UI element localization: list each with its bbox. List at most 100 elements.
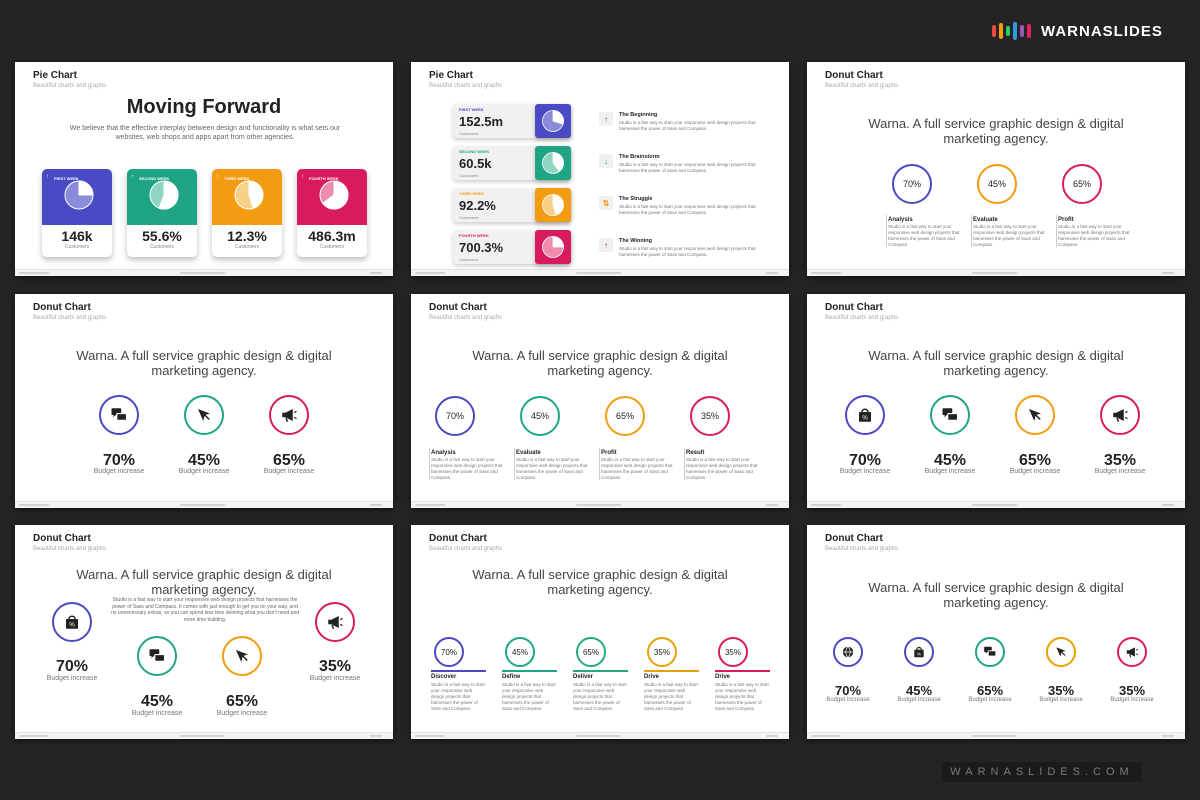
donut-ring: [315, 602, 355, 642]
card-header: ↑ THIRD WEEK: [212, 169, 282, 225]
slide-heading-line-2: marketing agency.: [547, 363, 653, 378]
budget-label: Budget increase: [1009, 468, 1061, 475]
item-description: Studio is a fast way to start your respo…: [601, 457, 673, 480]
card-header: ↑ SECOND WEEK: [127, 169, 197, 225]
divider: [971, 215, 972, 247]
slide-subtitle: Beautiful charts and graphs: [33, 315, 107, 321]
slide-2: Pie Chart Beautiful charts and graphs FIRS…: [411, 62, 789, 276]
donut-ring: %: [904, 637, 934, 667]
card-week: FIRST WEEK: [54, 176, 79, 181]
budget-label: Budget increase: [131, 710, 183, 717]
step-description: Studio is a fast way to start your respo…: [619, 162, 756, 173]
step-description: Studio is a fast way to start your respo…: [619, 204, 756, 215]
item-title: Discover: [431, 674, 457, 680]
pie-chart-icon: [535, 104, 571, 138]
percent-value: 45%: [140, 693, 174, 710]
slide-subtitle: Beautiful charts and graphs: [33, 546, 107, 552]
percent-value: 45%: [905, 683, 933, 698]
pie-chart-icon: [535, 188, 571, 222]
donut-value: 35%: [653, 647, 670, 657]
slide-subtitle: Beautiful charts and graphs: [429, 83, 503, 89]
slide-footer: [15, 269, 393, 276]
step-title: The Beginning: [619, 112, 658, 118]
row-week: FOURTH WEEK: [459, 233, 489, 238]
stat-card: ↑ SECOND WEEK 55.6% Customers: [127, 169, 197, 257]
item-title: Deliver: [573, 674, 594, 680]
pie-chart-icon: [233, 179, 265, 211]
donut-ring: %: [52, 602, 92, 642]
donut-ring: 45%: [520, 396, 560, 436]
megaphone-icon: [280, 406, 298, 424]
row-value: 700.3%: [459, 240, 504, 255]
card-label: Customers: [319, 244, 345, 250]
slide-footer: [411, 501, 789, 508]
item-title: Evaluate: [973, 217, 998, 223]
donut-ring: 70%: [892, 164, 932, 204]
donut-ring: 35%: [690, 396, 730, 436]
donut-value: 70%: [445, 411, 464, 421]
percent-value: 35%: [1103, 452, 1137, 469]
donut-value: 65%: [1072, 179, 1091, 189]
budget-label: Budget increase: [46, 675, 98, 682]
item-description: Studio is a fast way to start your respo…: [715, 682, 769, 711]
item-title: Profit: [601, 450, 617, 456]
donut-ring: 70%: [434, 637, 464, 667]
budget-label: Budget increase: [1039, 697, 1083, 703]
row-value: 92.2%: [459, 198, 496, 213]
row-week: FIRST WEEK: [459, 107, 484, 112]
arrow-up-icon: ↑: [46, 174, 49, 180]
donut-ring: [1015, 395, 1055, 435]
progress-bar: [644, 670, 699, 672]
budget-label: Budget increase: [968, 697, 1012, 703]
item-description: Studio is a fast way to start your respo…: [502, 682, 556, 711]
slide-heading-line-2: marketing agency.: [943, 363, 1049, 378]
percent-value: 65%: [976, 683, 1004, 698]
budget-label: Budget increase: [1094, 468, 1146, 475]
slide-subtitle: Beautiful charts and graphs: [429, 546, 503, 552]
svg-text:%: %: [917, 652, 921, 657]
slide-title: Donut Chart: [33, 533, 91, 544]
step-description: Studio is a fast way to start your respo…: [619, 120, 756, 131]
row-label: Customers: [459, 257, 479, 262]
card-label: Customers: [149, 244, 175, 250]
slide-4: Donut Chart Beautiful charts and graphs Wa…: [15, 294, 393, 508]
percent-value: 70%: [834, 683, 862, 698]
shopping-bag-icon: %: [63, 613, 81, 631]
brand-name: WARNASLIDES: [1041, 22, 1163, 40]
donut-ring: 35%: [718, 637, 748, 667]
budget-label: Budget increase: [1110, 697, 1154, 703]
chat-icon: [148, 647, 166, 665]
pie-chart-icon: [535, 230, 571, 264]
pie-chart-icon: [318, 179, 350, 211]
slide-7: Donut Chart Beautiful charts and graphs Wa…: [15, 525, 393, 739]
percent-value: 35%: [318, 658, 352, 675]
slide-title: Donut Chart: [429, 302, 487, 313]
slide-title: Pie Chart: [429, 70, 473, 81]
divider: [684, 448, 685, 480]
row-value: 152.5m: [459, 114, 504, 129]
slide-footer: [807, 501, 1185, 508]
stat-card: ↑ THIRD WEEK 12.3% Customers: [212, 169, 282, 257]
megaphone-icon: [1125, 645, 1139, 659]
donut-ring: [184, 395, 224, 435]
slide-subtitle: Beautiful charts and graphs: [429, 315, 503, 321]
slide-title: Donut Chart: [33, 302, 91, 313]
globe-icon: [841, 645, 855, 659]
slide-title: Pie Chart: [33, 70, 77, 81]
percent-value: 65%: [272, 452, 306, 469]
item-description: Studio is a fast way to start your respo…: [431, 682, 485, 711]
donut-ring: 65%: [605, 396, 645, 436]
donut-ring: 70%: [435, 396, 475, 436]
slide-title: Donut Chart: [429, 533, 487, 544]
percent-value: 45%: [187, 452, 221, 469]
donut-ring: %: [845, 395, 885, 435]
slide-footer: [807, 732, 1185, 739]
cursor-icon: [233, 647, 251, 665]
card-week: SECOND WEEK: [139, 176, 170, 181]
budget-label: Budget increase: [216, 710, 268, 717]
slide-title: Donut Chart: [825, 302, 883, 313]
arrow-up-icon: ↑: [301, 174, 304, 180]
slide-6: Donut Chart Beautiful charts and graphs Wa…: [807, 294, 1185, 508]
percent-value: 35%: [1047, 683, 1075, 698]
headline: Moving Forward: [126, 96, 282, 118]
